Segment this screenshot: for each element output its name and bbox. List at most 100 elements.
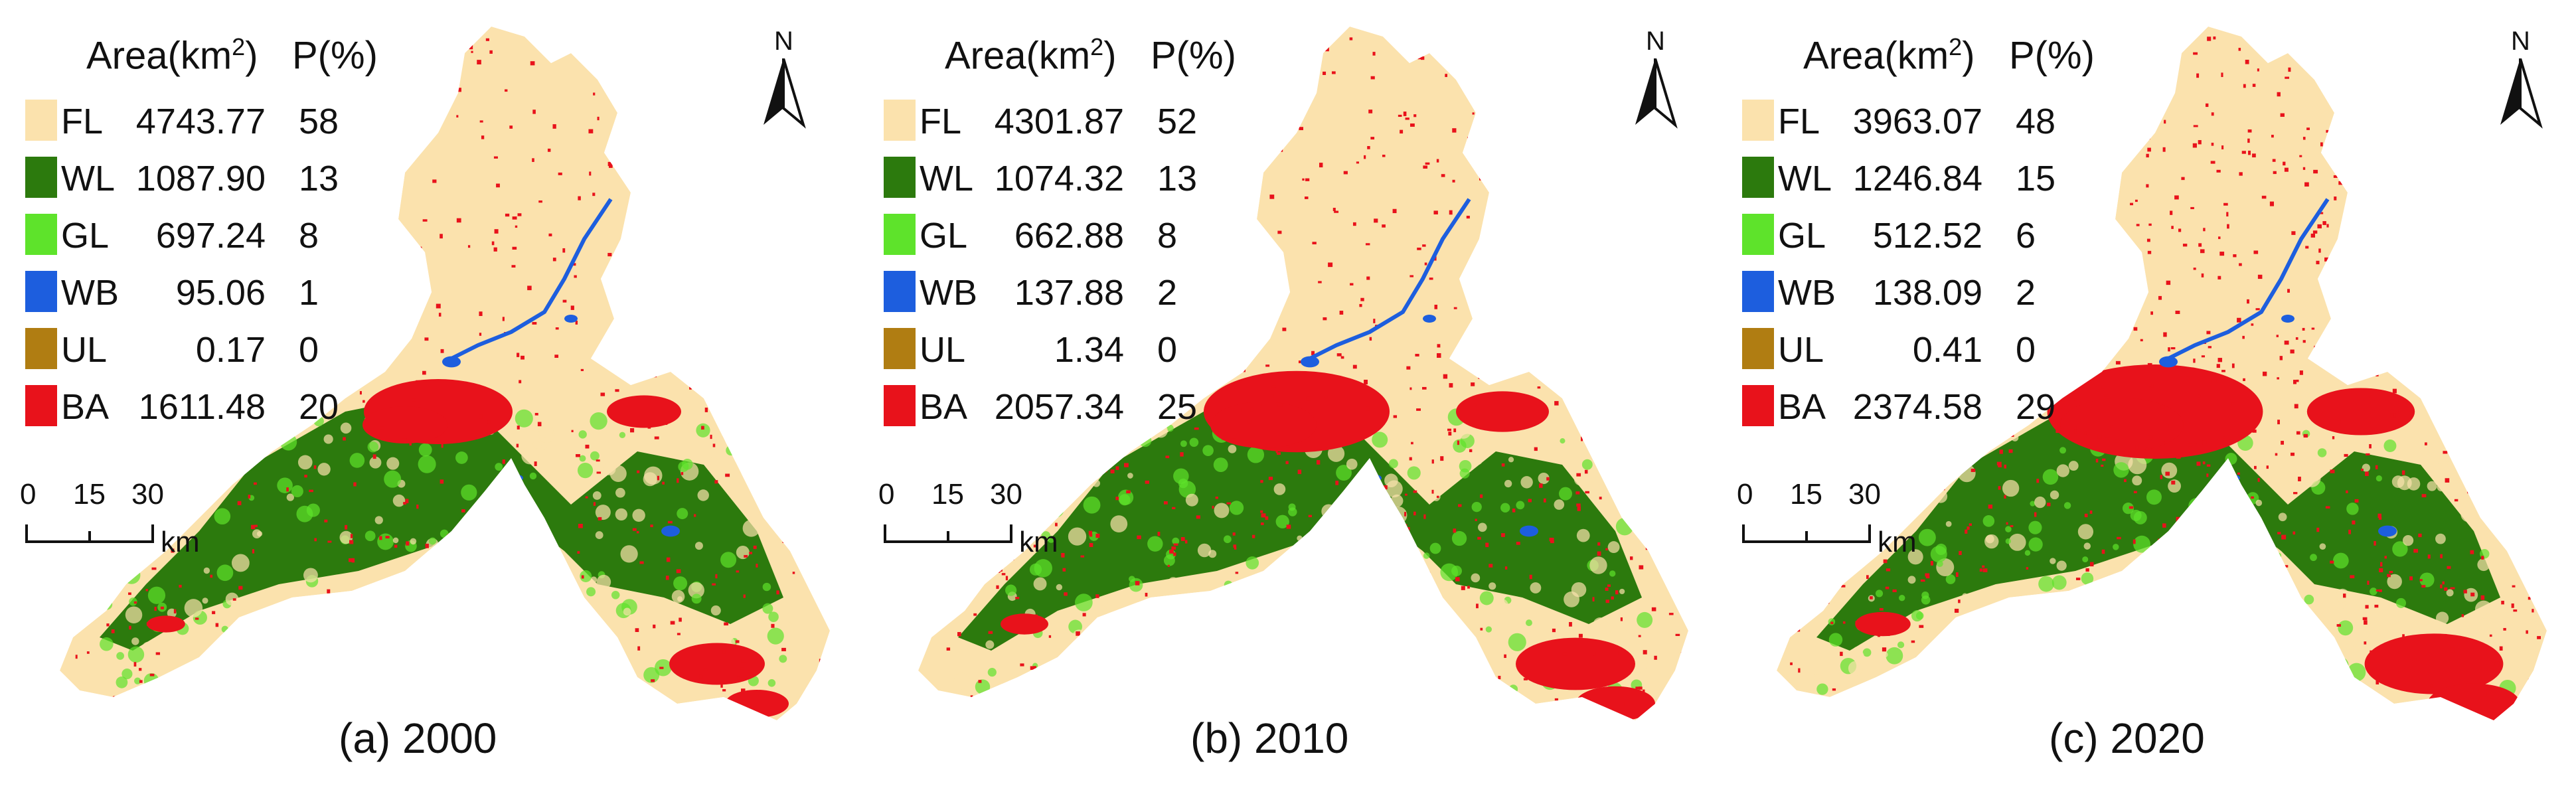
class-area: 4301.87 (994, 102, 1124, 141)
legend-row-wb: WB 138.09 2 (1737, 264, 2082, 321)
legend-row-fl: FL 3963.07 48 (1737, 93, 2082, 150)
scale-bar: 0 15 30 km (20, 478, 232, 558)
class-percent: 8 (1157, 216, 1178, 256)
class-percent: 8 (299, 216, 319, 256)
legend-row-wl: WL 1246.84 15 (1737, 150, 2082, 207)
class-percent: 0 (299, 330, 319, 370)
class-percent: 0 (2016, 330, 2036, 370)
map-panel-2020: Area(km2) P(%) FL 3963.07 48 WL 1246.84 15 G… (1717, 0, 2575, 794)
class-area: 138.09 (1872, 273, 1982, 313)
legend-row-wb: WB 95.06 1 (20, 264, 365, 321)
class-code: WB (61, 273, 119, 313)
north-arrow-icon: N (1629, 27, 1682, 133)
class-code: WL (920, 159, 973, 198)
legend-row-ba: BA 2057.34 25 (878, 378, 1224, 436)
swatch-gl (25, 214, 57, 255)
class-area: 1611.48 (138, 387, 266, 427)
swatch-wl (884, 157, 916, 198)
legend-row-wl: WL 1074.32 13 (878, 150, 1224, 207)
swatch-gl (1742, 214, 1774, 255)
swatch-ba (25, 385, 57, 426)
class-percent: 0 (1157, 330, 1178, 370)
map-panel-2000: Area(km2) P(%) FL 4743.77 58 WL 1087.90 13 G… (0, 0, 858, 794)
class-percent: 29 (2016, 387, 2056, 427)
scale-tick-0: 0 (1737, 478, 1753, 511)
class-code: BA (61, 387, 110, 427)
scale-bar-line (884, 524, 1012, 543)
scale-tick-30: 30 (990, 478, 1022, 511)
class-area: 697.24 (155, 216, 266, 256)
class-percent: 58 (299, 102, 339, 141)
class-area: 4743.77 (135, 102, 266, 141)
class-area: 3963.07 (1852, 102, 1982, 141)
class-area: 2057.34 (994, 387, 1124, 427)
scale-tick-0: 0 (878, 478, 895, 511)
north-arrow-icon: N (2494, 27, 2547, 133)
legend-percent-header: P(%) (292, 34, 378, 77)
swatch-wb (25, 271, 57, 312)
north-label: N (2511, 27, 2530, 56)
class-percent: 13 (299, 159, 339, 198)
class-area: 662.88 (1014, 216, 1124, 256)
class-area: 2374.58 (1852, 387, 1982, 427)
land-use-map (918, 27, 1688, 720)
class-area: 1.34 (1054, 330, 1124, 370)
swatch-wb (884, 271, 916, 312)
map-panel-2010: Area(km2) P(%) FL 4301.87 52 WL 1074.32 13 G… (858, 0, 1717, 794)
class-code: WL (1778, 159, 1832, 198)
class-area: 1074.32 (994, 159, 1124, 198)
scale-bar-line (1742, 524, 1871, 543)
swatch-gl (884, 214, 916, 255)
swatch-wl (1742, 157, 1774, 198)
swatch-wb (1742, 271, 1774, 312)
class-percent: 13 (1157, 159, 1198, 198)
legend-row-ba: BA 1611.48 20 (20, 378, 365, 436)
scale-tick-0: 0 (20, 478, 37, 511)
scale-tick-15: 15 (931, 478, 964, 511)
class-area: 0.17 (195, 330, 266, 370)
north-label: N (774, 27, 793, 56)
class-percent: 2 (1157, 273, 1178, 313)
class-area: 512.52 (1872, 216, 1982, 256)
class-percent: 52 (1157, 102, 1198, 141)
class-percent: 15 (2016, 159, 2056, 198)
swatch-fl (884, 100, 916, 141)
class-code: GL (61, 216, 110, 256)
class-code: GL (1778, 216, 1826, 256)
scale-unit: km (161, 526, 200, 558)
legend-area-header: Area(km2) (945, 33, 1117, 78)
legend-row-ul: UL 0.17 0 (20, 321, 365, 378)
class-percent: 48 (2016, 102, 2056, 141)
panel-caption: (b) 2010 (1190, 714, 1349, 762)
scale-tick-30: 30 (131, 478, 164, 511)
swatch-ba (1742, 385, 1774, 426)
class-code: FL (61, 102, 104, 141)
panel-caption: (a) 2000 (339, 714, 497, 762)
class-area: 0.41 (1912, 330, 1982, 370)
scale-tick-15: 15 (73, 478, 106, 511)
class-percent: 1 (299, 273, 319, 313)
class-code: GL (920, 216, 968, 256)
land-use-map (1777, 27, 2547, 720)
swatch-fl (1742, 100, 1774, 141)
class-code: WB (920, 273, 977, 313)
class-area: 1087.90 (135, 159, 266, 198)
class-code: FL (1778, 102, 1820, 141)
north-label: N (1646, 27, 1665, 56)
class-code: UL (920, 330, 966, 370)
class-code: BA (1778, 387, 1826, 427)
legend-row-ba: BA 2374.58 29 (1737, 378, 2082, 436)
panel-caption: (c) 2020 (2049, 714, 2205, 762)
scale-unit: km (1878, 526, 1917, 558)
land-use-map (60, 27, 830, 720)
class-percent: 6 (2016, 216, 2036, 256)
legend-percent-header: P(%) (2009, 34, 2095, 77)
class-code: BA (920, 387, 968, 427)
scale-bar: 0 15 30 km (1737, 478, 1949, 558)
legend-row-wb: WB 137.88 2 (878, 264, 1224, 321)
class-percent: 20 (299, 387, 339, 427)
legend-row-fl: FL 4301.87 52 (878, 93, 1224, 150)
class-percent: 25 (1157, 387, 1198, 427)
swatch-wl (25, 157, 57, 198)
swatch-fl (25, 100, 57, 141)
